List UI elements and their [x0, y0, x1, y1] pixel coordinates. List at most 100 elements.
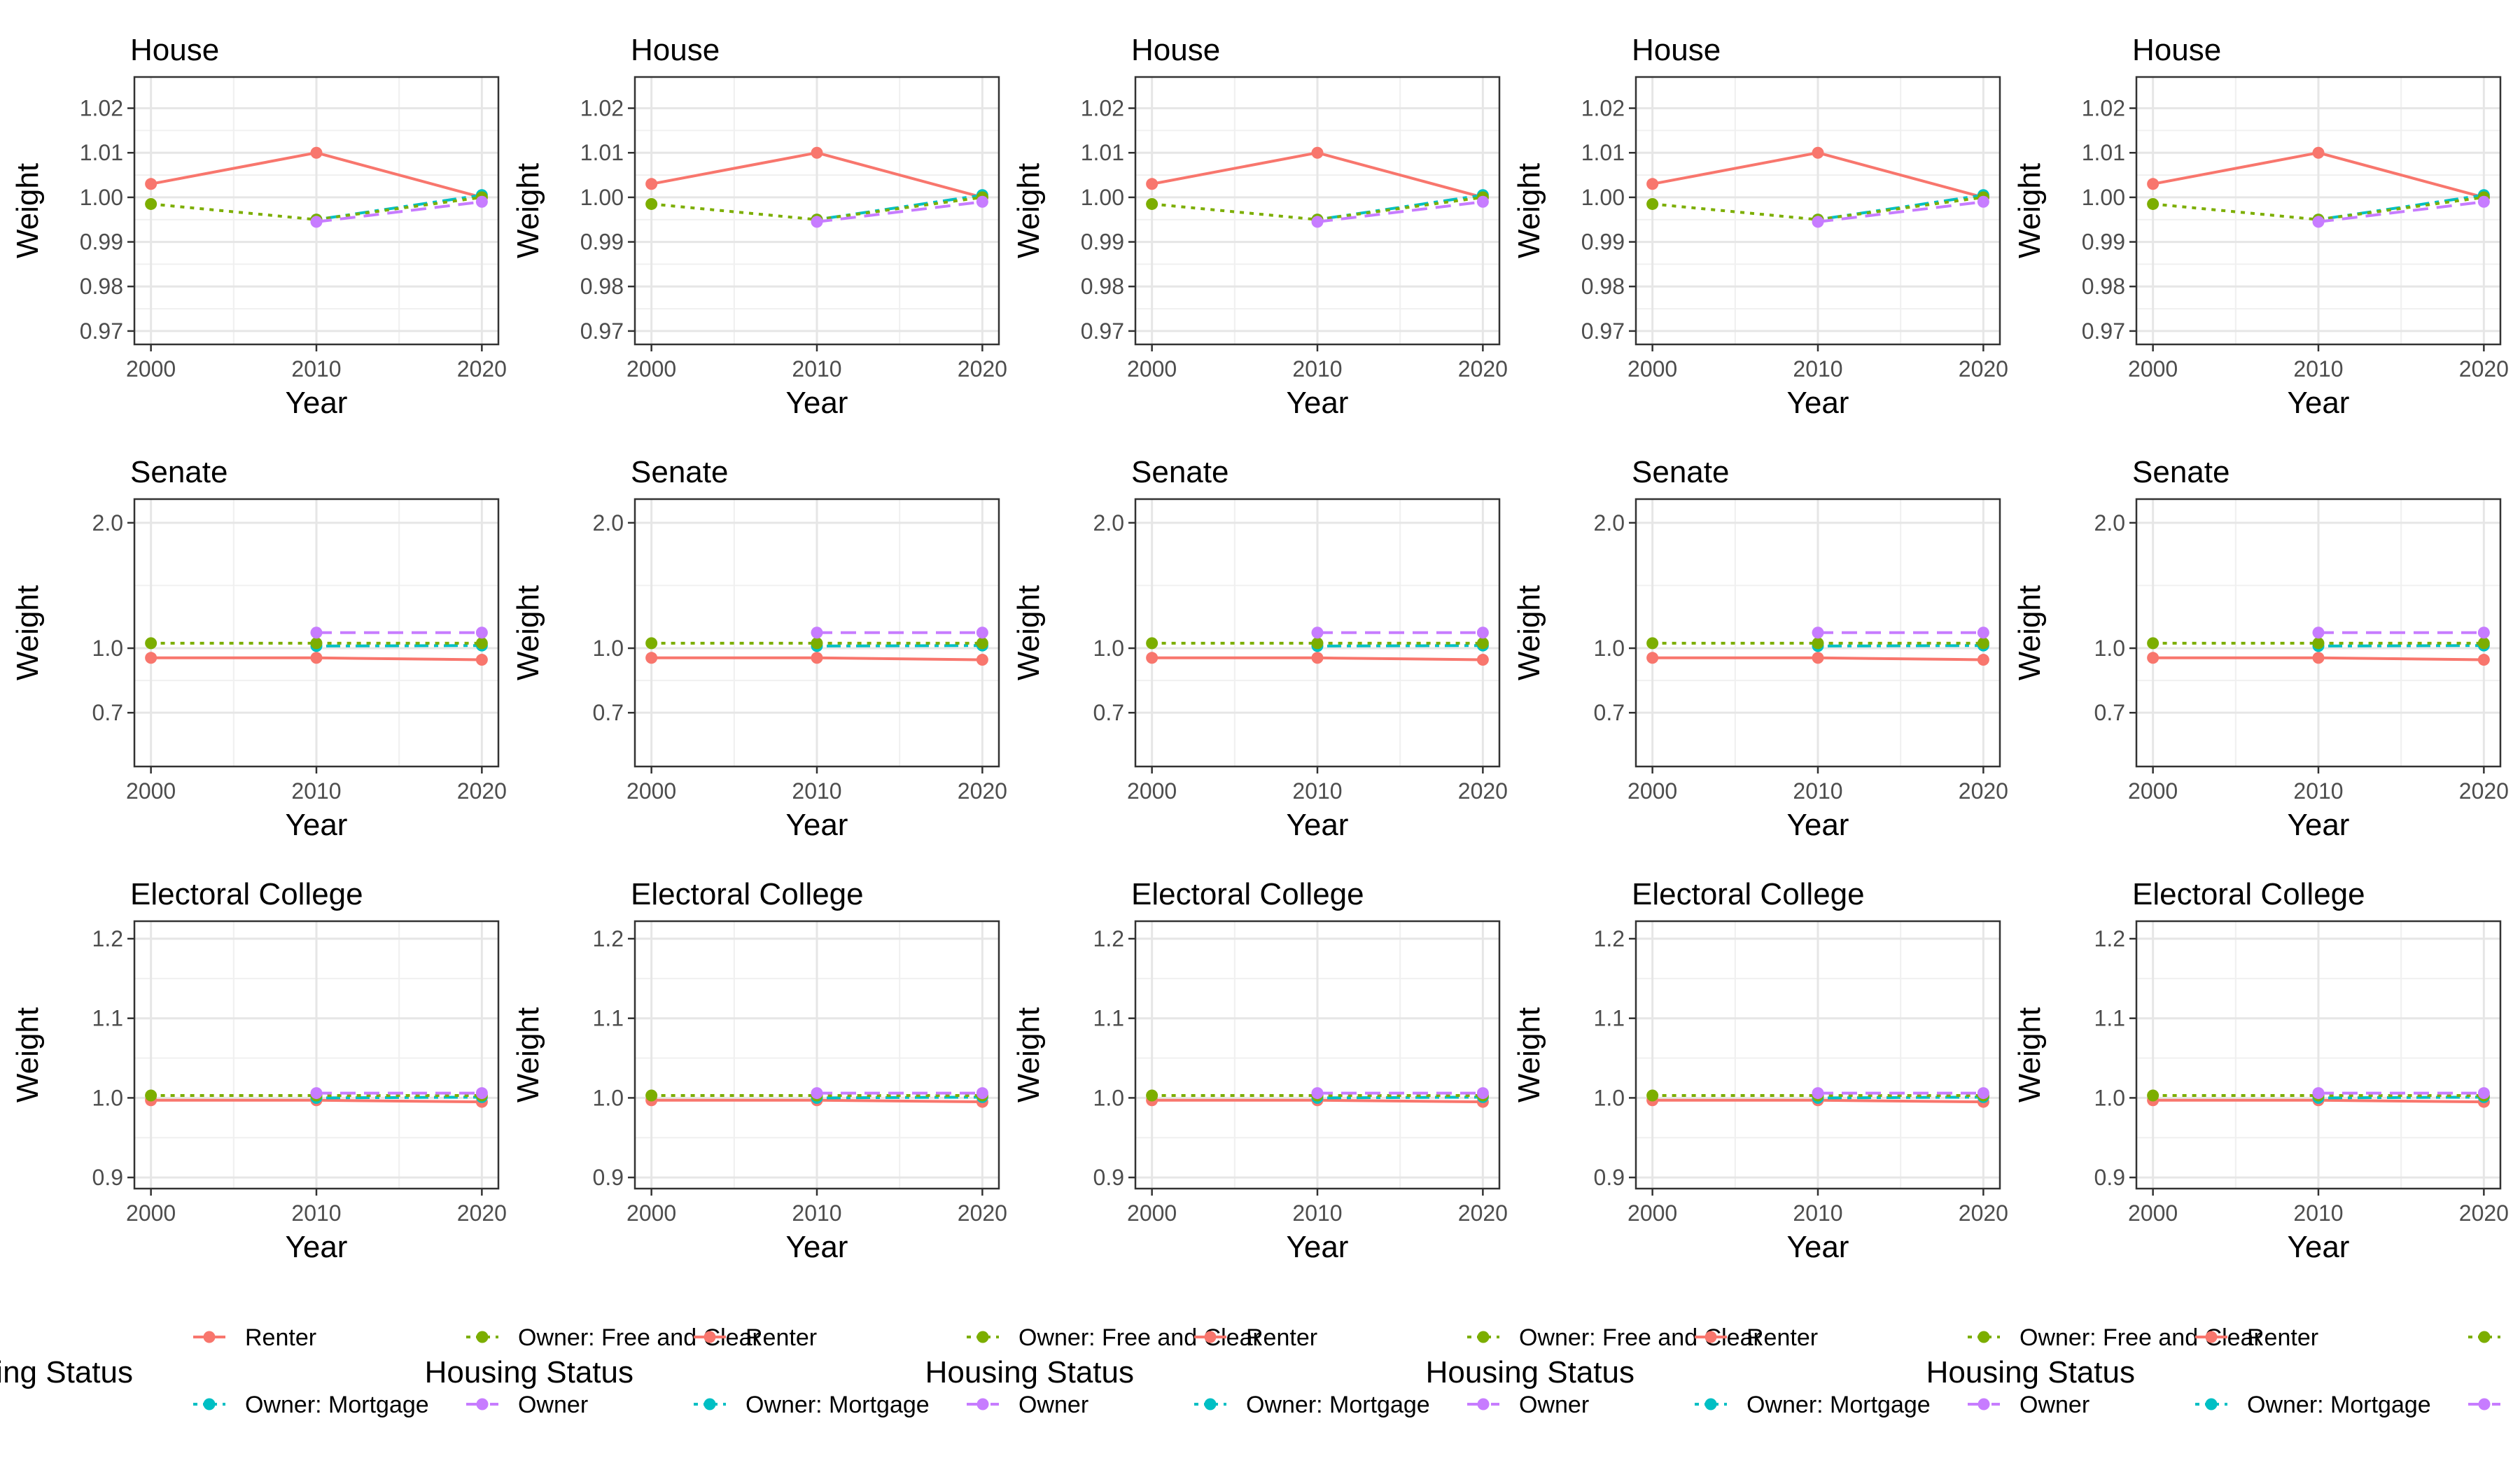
- y-axis-title: Weight: [511, 163, 545, 258]
- data-point: [475, 626, 488, 639]
- y-tick-label: 1.0: [593, 1085, 624, 1110]
- x-tick-label: 2000: [1127, 778, 1177, 804]
- data-point: [1311, 146, 1324, 159]
- x-tick-label: 2000: [626, 1200, 676, 1226]
- legend-label: Renter: [1746, 1324, 1818, 1351]
- panel-border: [2135, 498, 2502, 768]
- data-point: [645, 1089, 658, 1102]
- x-tick-label: 2010: [1292, 1200, 1342, 1226]
- y-tick-label: 1.1: [92, 1006, 123, 1031]
- data-point: [1146, 178, 1158, 190]
- data-point: [811, 216, 823, 228]
- data-point: [1476, 195, 1489, 208]
- y-tick-label: 1.1: [593, 1006, 624, 1031]
- facet-panel: 0.97 0.98 0.99 1.00 1.01 1.02 2000 2010 2020 Hous…: [2012, 33, 2509, 420]
- y-tick-label: 1.01: [2082, 140, 2125, 165]
- data-point: [1311, 1087, 1324, 1100]
- data-point: [1646, 652, 1659, 664]
- facet-panel: 0.7 1.0 2.0 2000 2010 2020 Senate Year Weight: [10, 455, 507, 842]
- legend-key-point: [2478, 1398, 2491, 1410]
- data-point: [2477, 1087, 2490, 1100]
- data-point: [2147, 197, 2160, 210]
- panel-title: Senate: [1131, 455, 1228, 489]
- y-tick-label: 1.0: [1093, 636, 1124, 661]
- legend-title: Housing Status: [425, 1355, 634, 1390]
- panel-border: [634, 498, 1000, 768]
- data-point: [310, 146, 323, 159]
- data-point: [1476, 1087, 1489, 1100]
- x-tick-label: 2020: [2459, 356, 2509, 382]
- data-point: [1812, 626, 1824, 639]
- x-axis-title: Year: [2288, 1230, 2350, 1264]
- x-tick-label: 2010: [792, 1200, 841, 1226]
- legend-key-point: [1204, 1331, 1217, 1343]
- data-point: [1476, 626, 1489, 639]
- data-point: [2477, 654, 2490, 666]
- series-line: [316, 200, 482, 223]
- x-tick-label: 2010: [1292, 356, 1342, 382]
- x-axis-title: Year: [1787, 808, 1849, 842]
- x-tick-label: 2000: [1628, 778, 1677, 804]
- x-tick-label: 2000: [1127, 1200, 1177, 1226]
- y-axis-title: Weight: [1011, 585, 1046, 680]
- facet-panel: 0.97 0.98 0.99 1.00 1.01 1.02 2000 2010 2020 Hous…: [1011, 33, 1508, 420]
- panel-border: [133, 76, 500, 346]
- legend-label: Owner: Mortgage: [245, 1392, 429, 1418]
- legend-label: Owner: [2019, 1392, 2090, 1418]
- x-axis-title: Year: [1787, 386, 1849, 420]
- series-line: [2318, 193, 2484, 221]
- legend-label: Renter: [245, 1324, 316, 1351]
- data-point: [145, 178, 158, 190]
- y-tick-label: 0.9: [1093, 1165, 1124, 1190]
- x-tick-label: 2000: [126, 1200, 176, 1226]
- series-line: [1317, 1096, 1483, 1100]
- data-point: [2312, 626, 2325, 639]
- legend-key-point: [1704, 1398, 1717, 1410]
- x-tick-label: 2010: [1793, 356, 1842, 382]
- series-line: [816, 200, 983, 223]
- y-axis-title: Weight: [1512, 163, 1546, 258]
- facet-panel: 0.9 1.0 1.1 1.2 2000 2010 2020 Electoral Colleg…: [1011, 877, 1508, 1264]
- x-axis-title: Year: [1287, 386, 1349, 420]
- panel-border: [2135, 920, 2502, 1190]
- panel-title: House: [1632, 33, 1721, 67]
- y-tick-label: 1.00: [80, 185, 123, 210]
- x-tick-label: 2010: [291, 1200, 341, 1226]
- series-line: [651, 195, 983, 221]
- data-point: [310, 216, 323, 228]
- series-line: [816, 1096, 983, 1100]
- y-tick-label: 1.2: [1093, 926, 1124, 951]
- data-point: [1977, 637, 1989, 650]
- data-point: [645, 197, 658, 210]
- legend-key-point: [1477, 1331, 1490, 1343]
- x-tick-label: 2020: [2459, 778, 2509, 804]
- legend-label: Owner: Mortgage: [1746, 1392, 1931, 1418]
- panel-title: Electoral College: [1131, 877, 1364, 911]
- x-axis-title: Year: [786, 808, 848, 842]
- x-axis-title: Year: [286, 386, 348, 420]
- y-tick-label: 0.97: [1081, 318, 1124, 344]
- x-axis-title: Year: [1287, 1230, 1349, 1264]
- x-axis-title: Year: [1787, 1230, 1849, 1264]
- x-tick-label: 2020: [457, 356, 507, 382]
- legend-key-point: [976, 1331, 989, 1343]
- y-axis-title: Weight: [1512, 585, 1546, 680]
- data-point: [1646, 1089, 1659, 1102]
- y-tick-label: 0.7: [92, 700, 123, 725]
- data-point: [1146, 637, 1158, 650]
- y-tick-label: 0.98: [1581, 274, 1625, 299]
- y-axis-title: Weight: [2012, 585, 2047, 680]
- data-point: [475, 637, 488, 650]
- data-point: [2477, 626, 2490, 639]
- y-tick-label: 1.1: [1594, 1006, 1625, 1031]
- y-tick-label: 1.0: [92, 636, 123, 661]
- legend-key-point: [704, 1398, 716, 1410]
- y-axis-title: Weight: [2012, 163, 2047, 258]
- data-point: [2147, 1089, 2160, 1102]
- y-tick-label: 0.7: [1594, 700, 1625, 725]
- y-tick-label: 1.2: [2094, 926, 2125, 951]
- data-point: [475, 1087, 488, 1100]
- y-tick-label: 2.0: [1594, 510, 1625, 536]
- legend-key-point: [1477, 1398, 1490, 1410]
